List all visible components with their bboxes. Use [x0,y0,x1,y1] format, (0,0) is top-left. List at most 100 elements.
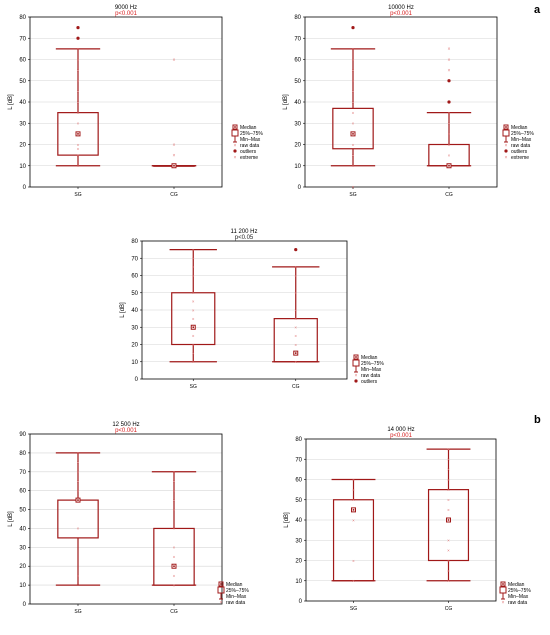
legend-entry: outliers [240,149,257,155]
extreme-point: × [448,57,451,63]
median-dot [77,133,79,135]
raw-data-point: × [352,47,355,52]
box-group-cg: ××××××××× [426,47,472,169]
raw-data-point: × [77,573,80,578]
raw-data-point: × [352,153,355,158]
plot-area-frame [304,16,498,188]
raw-data-point: × [77,164,80,169]
legend-entry: 25%–75% [226,588,249,594]
raw-data-point: × [192,351,195,356]
extreme-point: × [173,57,176,63]
legend-median-marker [500,581,506,587]
raw-data-point: × [77,526,80,531]
chart-panel-3: 11 200 Hzp<0.05 0 10 20 30 40 50 60 70 80 L [dB] SG… [120,229,384,390]
chart-title: 12 500 Hz [112,422,139,428]
raw-data-point: × [352,89,355,94]
legend-entry: 25%–75% [511,131,534,137]
legend-raw-marker: × [220,600,223,606]
y-tick-label: 70 [295,457,302,463]
x-tick-label: SG [74,609,81,615]
iqr-box [57,112,99,156]
legend-entry: Min–Max [508,594,529,600]
raw-data-point: × [77,57,80,62]
median-dot [173,565,175,568]
legend-raw-marker: × [355,373,358,379]
legend-entry: outliers [511,149,528,155]
iqr-box [332,107,374,150]
raw-data-point: × [77,479,80,484]
raw-data-point: × [77,47,80,52]
raw-data-point: × [352,498,355,503]
x-tick-label: CG [445,192,453,198]
raw-data-point: × [77,488,80,493]
legend-extreme-marker: × [234,155,237,161]
box-group-cg: ×××× [151,57,197,169]
y-tick-label: 10 [19,164,26,170]
iqr-box [57,499,99,539]
legend-median-dot [505,126,507,128]
y-tick-label: 80 [131,239,138,245]
x-tick-label: CG [445,606,453,612]
median-dot [173,164,175,167]
y-tick-label: 20 [295,559,302,565]
raw-data-point: × [77,147,80,152]
panel-label-b: b [534,414,541,426]
box-group-sg: ×××××××× [55,451,101,586]
y-tick-label: 50 [295,498,302,504]
raw-data-point: × [447,548,450,553]
chart-subtitle: p<0.001 [390,433,413,439]
legend-entry: 25%–75% [240,131,263,137]
chart-title: 11 200 Hz [231,229,258,235]
raw-data-point: × [77,110,80,115]
raw-data-point: × [294,273,297,278]
raw-data-point: × [447,508,450,513]
raw-data-point: × [173,470,176,475]
raw-data-point: × [77,89,80,94]
raw-data-point: × [447,447,450,452]
raw-data-point: × [173,545,176,550]
raw-data-point: × [173,555,176,560]
y-tick-label: 50 [294,79,301,85]
raw-data-point: × [447,487,450,492]
extreme-point: × [173,153,176,159]
y-tick-label: 80 [19,451,26,457]
legend-entry: Min–Max [361,367,382,373]
y-tick-label: 70 [19,36,26,42]
raw-data-point: × [352,477,355,482]
legend-entry: 25%–75% [361,361,384,367]
chart-subtitle: p<0.001 [115,428,138,434]
legend-entry: raw data [240,143,259,149]
x-tick-label: CG [170,609,178,615]
y-tick-label: 60 [131,274,138,280]
raw-data-point: × [77,470,80,475]
y-tick-label: 10 [294,164,301,170]
extreme-point: × [352,185,355,191]
iqr-box [332,499,375,582]
raw-data-point: × [192,247,195,252]
legend-entry: Median [511,125,528,131]
raw-data-point: × [294,342,297,347]
legend-entry: Min–Max [240,137,261,143]
y-axis-label: L [dB] [283,94,289,110]
raw-data-point: × [352,164,355,169]
box-group-sg: ××××××××××××× [169,247,217,365]
box-group-cg: ××××××××××××× [426,447,471,584]
x-tick-label: SG [350,606,357,612]
raw-data-point: × [192,256,195,261]
raw-data-point: × [294,334,297,339]
y-tick-label: 20 [19,143,26,149]
chart-title: 9000 Hz [115,5,137,11]
y-tick-label: 20 [131,343,138,349]
outlier-point [76,26,80,30]
plot-area-frame [305,438,497,602]
legend-entry: outliers [361,379,378,385]
legend-box-marker [231,129,239,137]
raw-data-point: × [77,79,80,84]
legend-entry: extreme [511,155,529,161]
chart-panel-2: 10000 Hzp<0.001 0 10 20 30 40 50 60 70 80 L [dB] SG… [283,5,534,198]
raw-data-point: × [173,583,176,588]
chart-title: 14 000 Hz [387,427,414,433]
legend-extreme-marker: × [505,155,508,161]
